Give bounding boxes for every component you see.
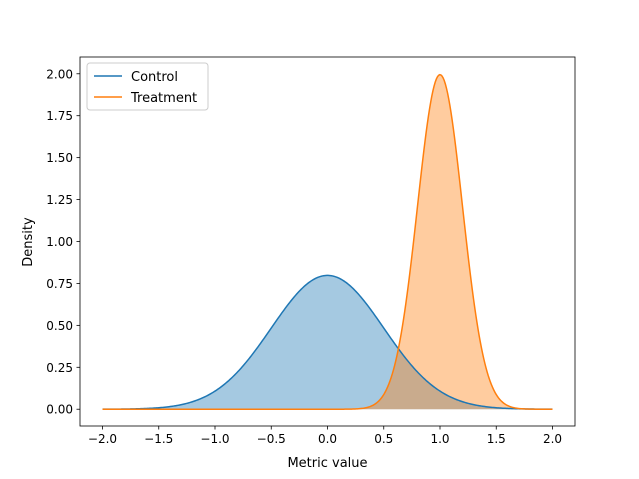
y-tick-label: 1.25: [46, 193, 73, 207]
y-tick-label: 0.00: [46, 403, 73, 417]
control-area: [102, 275, 553, 410]
x-tick-label: −2.0: [88, 432, 117, 446]
x-tick-label: 0.5: [374, 432, 393, 446]
x-tick-label: 2.0: [543, 432, 562, 446]
y-axis-label: Density: [21, 217, 36, 267]
x-tick-label: −1.0: [200, 432, 229, 446]
treatment-area: [102, 74, 553, 410]
y-tick-label: 1.00: [46, 235, 73, 249]
legend-label-control: Control: [131, 70, 178, 85]
y-tick-label: 1.50: [46, 151, 73, 165]
x-axis-label: Metric value: [287, 456, 367, 471]
x-tick-label: 0.0: [318, 432, 337, 446]
x-tick-label: −0.5: [257, 432, 286, 446]
legend-box: [86, 62, 209, 111]
treatment-line: [102, 73, 553, 410]
control-line: [102, 274, 553, 410]
y-tick-label: 1.75: [46, 109, 73, 123]
x-tick-label: 1.5: [487, 432, 506, 446]
x-tick-label: 1.0: [430, 432, 449, 446]
y-tick-label: 2.00: [46, 67, 73, 81]
legend: Control Treatment: [86, 62, 209, 111]
legend-label-treatment: Treatment: [130, 91, 197, 106]
x-tick-label: −1.5: [144, 432, 173, 446]
y-tick-label: 0.25: [46, 361, 73, 375]
y-tick-label: 0.50: [46, 319, 73, 333]
y-tick-label: 0.75: [46, 277, 73, 291]
